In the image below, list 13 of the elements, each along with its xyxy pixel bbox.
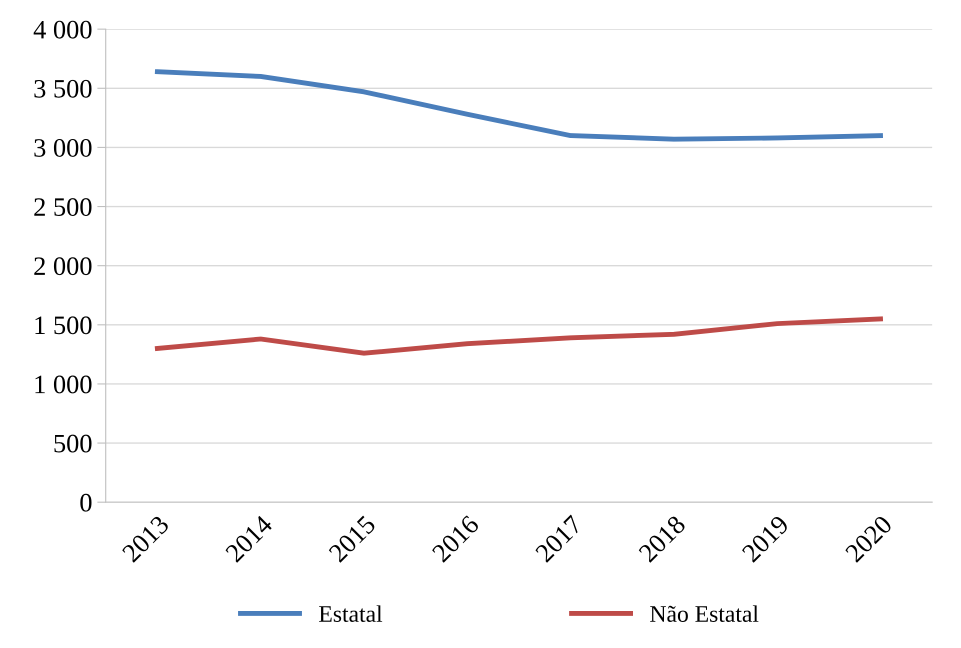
y-tick-label: 0 (80, 494, 92, 512)
y-tick-label: 1 000 (35, 376, 92, 394)
y-tick-label: 1 500 (35, 316, 92, 334)
y-tick-label: 3 000 (34, 139, 92, 157)
y-tick-label: 500 (54, 434, 92, 452)
y-tick-label: 2 500 (34, 198, 92, 216)
y-tick-label: 4 000 (34, 20, 92, 39)
y-tick-label: 3 500 (34, 80, 92, 98)
legend-label: Estatal (319, 605, 382, 622)
line-series (154, 69, 883, 142)
legend-label: Não Estatal (650, 605, 758, 622)
y-tick-label: 2 000 (34, 257, 92, 276)
line-series (154, 316, 883, 356)
